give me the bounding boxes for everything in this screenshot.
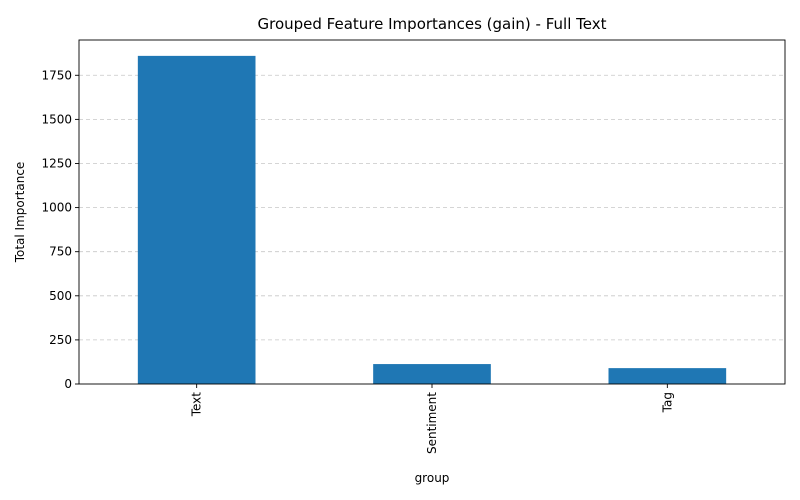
x-tick-label-sentiment: Sentiment xyxy=(425,392,439,454)
y-tick-label-1: 250 xyxy=(49,333,72,347)
y-tick-label-0: 0 xyxy=(64,377,72,391)
y-tick-label-2: 500 xyxy=(49,289,72,303)
grid-lines xyxy=(79,74,785,341)
x-axis-ticks: Text Sentiment Tag xyxy=(190,384,674,454)
bar-text xyxy=(137,55,256,384)
chart-title: Grouped Feature Importances (gain) - Ful… xyxy=(258,15,607,33)
x-tick-label-tag: Tag xyxy=(660,392,674,413)
y-axis-ticks: 0 250 500 750 1000 1250 1500 1750 xyxy=(41,68,79,391)
bars xyxy=(137,55,727,384)
y-tick-label-6: 1500 xyxy=(41,112,72,126)
y-tick-label-4: 1000 xyxy=(41,201,72,215)
y-tick-label-5: 1250 xyxy=(41,156,72,170)
bar-sentiment xyxy=(373,364,491,384)
bar-tag xyxy=(608,368,727,384)
x-tick-label-text: Text xyxy=(190,392,204,418)
y-tick-label-7: 1750 xyxy=(41,68,72,82)
x-axis-label: group xyxy=(415,471,450,485)
y-axis-label: Total Importance xyxy=(13,162,27,264)
y-tick-label-3: 750 xyxy=(49,245,72,259)
